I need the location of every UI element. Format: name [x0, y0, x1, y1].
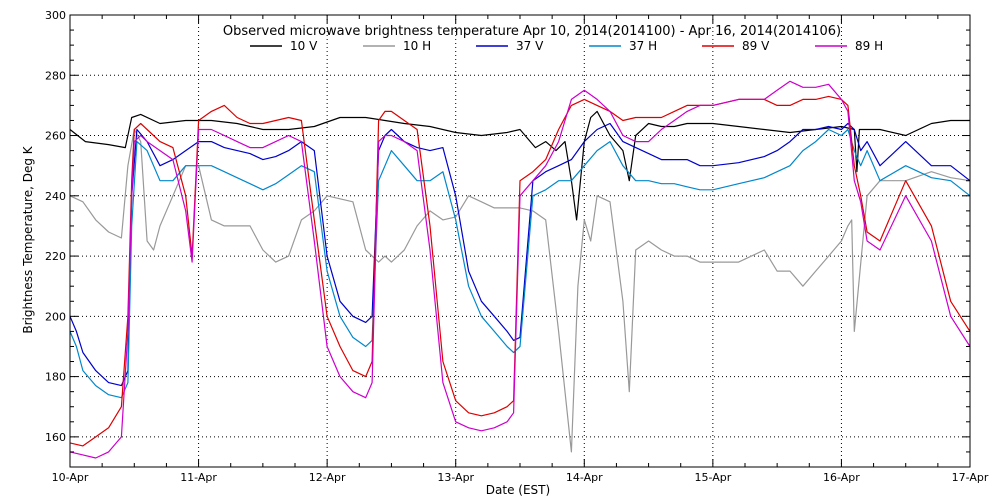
series-layer	[69, 80, 971, 459]
series-line-37-v	[69, 122, 971, 387]
x-tick-label: 11-Apr	[180, 471, 217, 484]
x-tick-label: 13-Apr	[437, 471, 474, 484]
x-tick-label: 14-Apr	[566, 471, 603, 484]
x-axis: 10-Apr 11-Apr 12-Apr 13-Apr 14-Apr 15-Apr 16-A…	[52, 15, 989, 484]
legend: 10 V 10 H 37 V 37 H 89 V 89 H	[250, 39, 883, 53]
y-tick-label: 240	[45, 190, 66, 203]
legend-label-10-v: 10 V	[290, 39, 318, 53]
y-tick-label: 220	[45, 250, 66, 263]
y-tick-label: 200	[45, 310, 66, 323]
legend-label-89-v: 89 V	[742, 39, 770, 53]
legend-label-37-v: 37 V	[516, 39, 544, 53]
y-tick-label: 280	[45, 69, 66, 82]
x-axis-title: Date (EST)	[486, 483, 550, 497]
x-tick-label: 16-Apr	[823, 471, 860, 484]
y-tick-label: 180	[45, 371, 66, 384]
y-tick-label: 260	[45, 130, 66, 143]
y-axis: 160 180 200 220 240 260 280 300	[45, 9, 970, 468]
legend-label-37-h: 37 H	[629, 39, 657, 53]
x-tick-label: 15-Apr	[694, 471, 731, 484]
y-tick-label: 160	[45, 431, 66, 444]
x-tick-label: 17-Apr	[952, 471, 989, 484]
plot-frame	[69, 14, 971, 468]
legend-label-89-h: 89 H	[855, 39, 883, 53]
series-line-10-h	[69, 128, 971, 453]
grid	[70, 15, 970, 467]
x-tick-label: 12-Apr	[309, 471, 346, 484]
series-line-89-v	[69, 95, 971, 447]
chart-title: Observed microwave brightness temperatur…	[223, 24, 841, 39]
legend-label-10-h: 10 H	[403, 39, 431, 53]
y-axis-title: Brightness Temperature, Deg K	[21, 145, 35, 333]
series-line-37-h	[69, 128, 971, 399]
y-tick-label: 300	[45, 9, 66, 22]
x-tick-label: 10-Apr	[52, 471, 89, 484]
series-line-89-h	[69, 80, 971, 459]
